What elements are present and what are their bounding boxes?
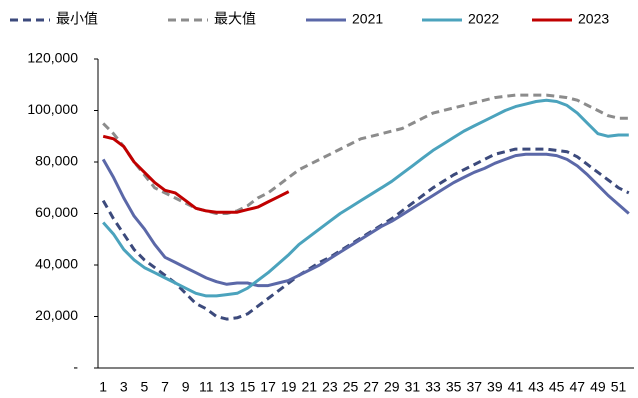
x-tick-label: 27 bbox=[363, 379, 379, 395]
legend-label: 最大值 bbox=[214, 11, 256, 27]
x-tick-label: 13 bbox=[219, 379, 235, 395]
x-tick-label: 7 bbox=[161, 379, 169, 395]
x-tick-label: 9 bbox=[182, 379, 190, 395]
x-tick-label: 37 bbox=[466, 379, 482, 395]
series-line bbox=[102, 134, 290, 214]
series-line bbox=[101, 152, 630, 288]
x-tick-label: 5 bbox=[140, 379, 148, 395]
y-tick-label: 120,000 bbox=[27, 50, 78, 66]
x-tick-label: 49 bbox=[590, 379, 606, 395]
legend-label: 2021 bbox=[352, 11, 383, 27]
x-tick-label: 1 bbox=[99, 379, 107, 395]
x-tick-label: 47 bbox=[570, 379, 586, 395]
legend-label: 2023 bbox=[578, 11, 609, 27]
x-tick-label: 51 bbox=[611, 379, 627, 395]
x-tick-label: 31 bbox=[405, 379, 421, 395]
x-tick-label: 45 bbox=[549, 379, 565, 395]
series-line bbox=[102, 98, 629, 298]
x-tick-label: 11 bbox=[199, 379, 214, 395]
y-tick-label: 40,000 bbox=[35, 256, 78, 272]
x-tick-label: 43 bbox=[528, 379, 544, 395]
x-tick-label: 21 bbox=[302, 379, 318, 395]
y-tick-label: 80,000 bbox=[35, 153, 78, 169]
x-tick-label: 25 bbox=[343, 379, 359, 395]
x-tick-label: 33 bbox=[425, 379, 441, 395]
legend-label: 2022 bbox=[468, 11, 499, 27]
x-tick-label: 23 bbox=[322, 379, 338, 395]
x-tick-label: 15 bbox=[240, 379, 256, 395]
series-line bbox=[101, 147, 630, 321]
x-tick-label: 17 bbox=[260, 379, 276, 395]
y-tick-label: - bbox=[73, 359, 78, 375]
x-tick-label: 39 bbox=[487, 379, 503, 395]
x-tick-label: 35 bbox=[446, 379, 462, 395]
x-tick-label: 19 bbox=[281, 379, 297, 395]
legend-label: 最小值 bbox=[56, 11, 98, 27]
y-tick-label: 100,000 bbox=[27, 101, 78, 117]
x-tick-label: 3 bbox=[120, 379, 128, 395]
y-tick-label: 60,000 bbox=[35, 204, 78, 220]
x-tick-label: 41 bbox=[508, 379, 524, 395]
x-tick-label: 29 bbox=[384, 379, 400, 395]
y-tick-label: 20,000 bbox=[35, 307, 78, 323]
